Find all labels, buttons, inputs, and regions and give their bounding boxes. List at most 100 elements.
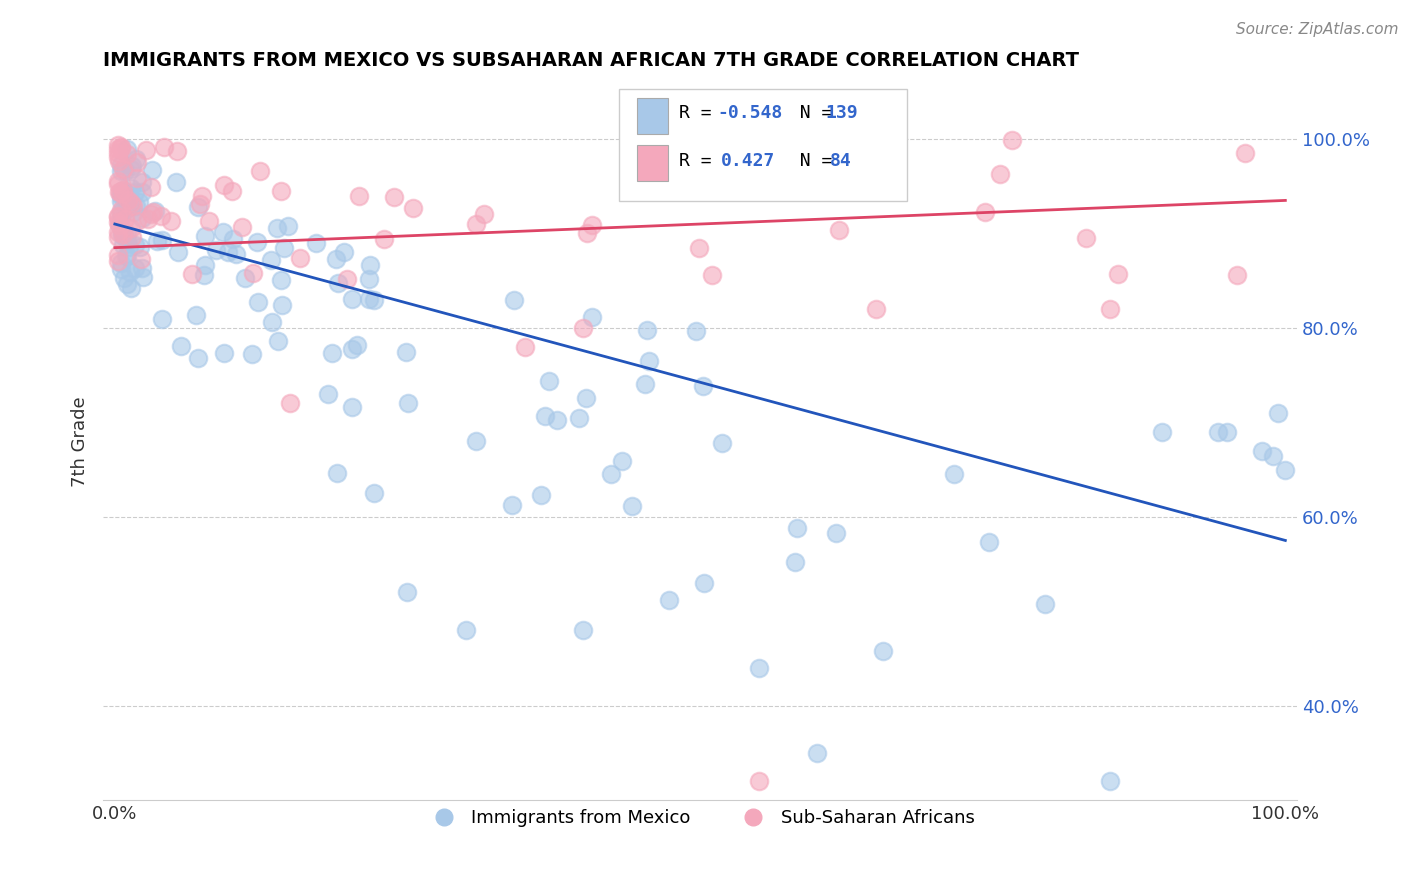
Point bbox=[108, 218, 131, 232]
Point bbox=[131, 185, 153, 199]
Point bbox=[127, 213, 149, 227]
Point bbox=[465, 434, 488, 448]
Point bbox=[110, 194, 132, 209]
Point bbox=[135, 144, 157, 158]
Point bbox=[340, 401, 363, 415]
Point bbox=[132, 269, 155, 284]
Point bbox=[530, 488, 553, 502]
Point bbox=[221, 184, 243, 198]
Point bbox=[120, 195, 142, 210]
Point bbox=[270, 273, 292, 287]
Point bbox=[107, 146, 129, 161]
Point bbox=[125, 155, 148, 169]
Point bbox=[748, 661, 770, 675]
Point bbox=[194, 228, 217, 243]
Text: R =: R = bbox=[679, 104, 723, 122]
Point bbox=[382, 190, 405, 204]
Point bbox=[121, 199, 143, 213]
Point bbox=[115, 188, 138, 202]
Point bbox=[247, 294, 270, 309]
Point bbox=[115, 277, 138, 291]
Legend: Immigrants from Mexico, Sub-Saharan Africans: Immigrants from Mexico, Sub-Saharan Afri… bbox=[419, 802, 981, 834]
Point bbox=[107, 174, 129, 188]
Point bbox=[170, 339, 193, 353]
Point bbox=[710, 435, 733, 450]
Point bbox=[107, 210, 129, 224]
Point bbox=[713, 180, 735, 194]
Point bbox=[143, 204, 166, 219]
Point bbox=[581, 310, 603, 325]
Point bbox=[124, 261, 146, 276]
Point bbox=[166, 144, 188, 158]
Point bbox=[139, 207, 162, 221]
Point bbox=[110, 255, 132, 269]
Point bbox=[454, 623, 477, 637]
Point bbox=[139, 180, 162, 194]
Point bbox=[333, 245, 356, 260]
Point bbox=[193, 268, 215, 282]
Point bbox=[396, 396, 419, 410]
Point bbox=[1001, 133, 1024, 147]
Point bbox=[633, 130, 655, 145]
Point bbox=[288, 252, 311, 266]
Point bbox=[111, 183, 134, 197]
Point bbox=[1225, 268, 1247, 282]
Point bbox=[346, 338, 368, 352]
Point bbox=[112, 228, 135, 243]
Point bbox=[1261, 449, 1284, 463]
Point bbox=[472, 206, 495, 220]
Point bbox=[942, 467, 965, 482]
Point bbox=[150, 312, 173, 326]
Point bbox=[246, 235, 269, 249]
Text: 0.427: 0.427 bbox=[721, 152, 776, 169]
Point bbox=[280, 396, 302, 410]
Point bbox=[131, 175, 153, 189]
Point bbox=[108, 153, 131, 168]
Point bbox=[150, 210, 173, 224]
Point bbox=[120, 264, 142, 278]
Point bbox=[402, 201, 425, 215]
Point bbox=[110, 211, 132, 225]
Point bbox=[121, 230, 143, 244]
Point bbox=[120, 281, 142, 295]
Point bbox=[786, 521, 808, 535]
Point bbox=[600, 467, 623, 481]
Point bbox=[128, 194, 150, 209]
Point bbox=[363, 293, 385, 307]
Point bbox=[546, 412, 568, 426]
Point bbox=[1267, 406, 1289, 420]
Point bbox=[575, 226, 598, 240]
Point bbox=[222, 232, 245, 246]
Point bbox=[766, 181, 789, 195]
Point bbox=[568, 411, 591, 425]
Point bbox=[188, 197, 211, 211]
Point bbox=[110, 158, 132, 172]
Point bbox=[395, 344, 418, 359]
Point bbox=[363, 485, 385, 500]
Point bbox=[359, 258, 381, 272]
Point bbox=[212, 225, 235, 239]
Point bbox=[581, 218, 603, 232]
Point bbox=[198, 214, 221, 228]
Point bbox=[574, 391, 596, 405]
Point bbox=[225, 246, 247, 260]
Point bbox=[240, 347, 263, 361]
Point bbox=[107, 229, 129, 244]
Point bbox=[1233, 145, 1256, 160]
Point bbox=[658, 592, 681, 607]
Point bbox=[825, 525, 848, 540]
Text: 84: 84 bbox=[830, 152, 851, 169]
Point bbox=[205, 243, 228, 257]
Point bbox=[266, 221, 288, 235]
Point bbox=[692, 378, 714, 392]
Point bbox=[107, 254, 129, 268]
Text: 139: 139 bbox=[825, 104, 858, 122]
Point bbox=[142, 205, 165, 219]
Point bbox=[167, 245, 190, 260]
Point bbox=[110, 204, 132, 219]
Point bbox=[217, 244, 239, 259]
Point bbox=[688, 241, 710, 255]
Point bbox=[150, 233, 173, 247]
Point bbox=[321, 346, 343, 360]
Point bbox=[1251, 443, 1274, 458]
